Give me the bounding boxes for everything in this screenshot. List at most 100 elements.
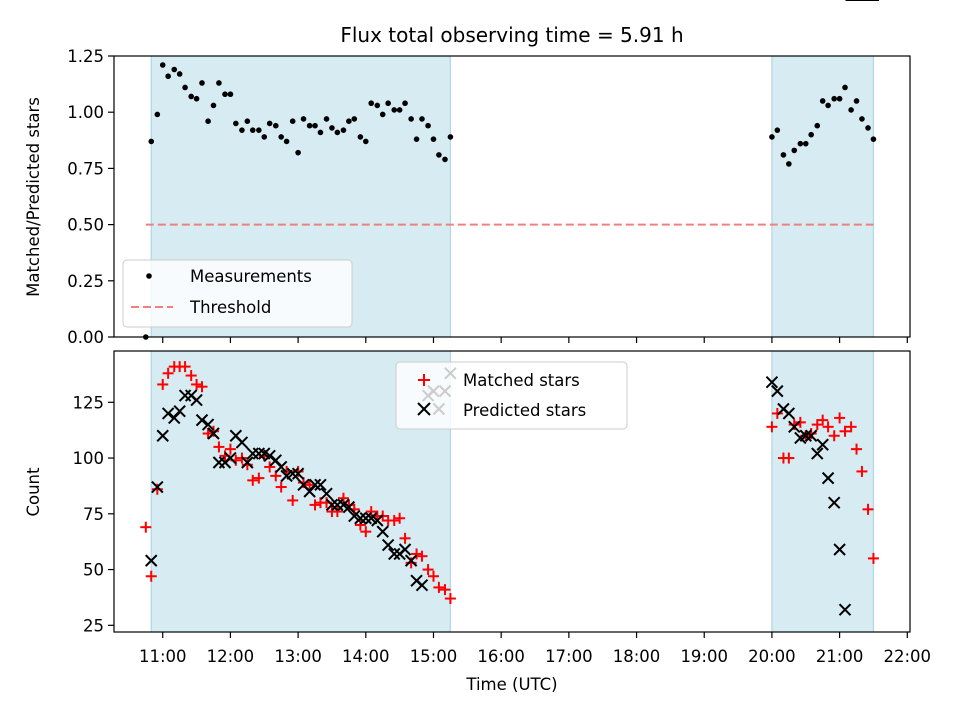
measurement-point <box>870 136 877 142</box>
predicted-point-b <box>229 429 243 442</box>
predicted-point <box>207 427 220 440</box>
measurement-point <box>419 116 425 122</box>
measurement-point <box>239 127 245 133</box>
predicted-point-b <box>263 449 276 463</box>
matched-point <box>275 481 287 493</box>
predicted-point <box>151 480 164 494</box>
matched-point <box>828 430 840 442</box>
bottom-legend: Matched stars Predicted stars <box>395 361 628 430</box>
top-legend-box <box>122 259 353 328</box>
measurement-point <box>853 98 860 104</box>
predicted-point <box>381 538 395 552</box>
predicted-point <box>325 498 339 512</box>
predicted-point <box>371 514 384 527</box>
predicted-point-b <box>297 478 310 492</box>
matched-point <box>394 512 406 524</box>
predicted-point-b <box>314 478 327 492</box>
measurement-point <box>430 136 437 142</box>
x-axis-label: Time (UTC) <box>465 675 557 694</box>
x-tick-label: 12:00 <box>207 647 255 666</box>
predicted-point-b <box>145 554 158 567</box>
predicted-point-b <box>365 512 378 525</box>
measurement-point <box>791 147 798 154</box>
predicted-point <box>415 578 429 592</box>
matched-legend-marker <box>418 374 430 386</box>
predicted-point-b <box>274 460 288 474</box>
measurement-point <box>442 156 448 163</box>
measurement-point <box>825 102 831 109</box>
bottom-axes-frame <box>113 350 911 633</box>
predicted-point <box>811 447 824 460</box>
matched-point <box>783 452 795 464</box>
predicted-point <box>788 420 801 434</box>
predicted-point-b <box>376 525 389 538</box>
x-tick-label: 14:00 <box>342 647 390 666</box>
matched-point <box>766 421 778 433</box>
predicted-point-b <box>359 512 373 525</box>
matched-point <box>309 499 321 511</box>
threshold-legend-label: Threshold <box>189 298 271 317</box>
matched-point <box>416 550 428 562</box>
measurement-point <box>808 131 814 138</box>
measurement-point <box>357 134 364 140</box>
predicted-legend-label: Predicted stars <box>463 401 586 420</box>
predicted-point-b <box>771 384 784 398</box>
measurement-point <box>227 91 234 98</box>
measurement-point <box>256 127 262 133</box>
measurement-point <box>205 118 211 124</box>
measurement-point <box>266 120 273 127</box>
measurement-point <box>802 140 809 147</box>
measurement-point <box>323 116 330 122</box>
measurement-point <box>306 122 313 129</box>
predicted-point-b <box>235 436 249 449</box>
matched-point <box>354 519 366 531</box>
bottom-legend-box <box>395 361 628 430</box>
predicted-point <box>376 525 389 538</box>
matched-point <box>331 506 343 518</box>
predicted-point-b <box>201 418 215 431</box>
measurement-point <box>848 107 854 113</box>
matched-point <box>867 552 879 564</box>
matched-point <box>433 581 445 593</box>
x-tick-label: 15:00 <box>410 647 458 666</box>
predicted-point-b <box>337 498 350 512</box>
predicted-point-b <box>821 471 835 485</box>
matched-point <box>439 584 451 596</box>
matched-point <box>213 441 225 453</box>
predicted-point-b <box>799 429 812 442</box>
predicted-point <box>816 438 829 451</box>
matched-point <box>241 459 253 471</box>
y-tick-label: 1.25 <box>67 47 104 66</box>
matched-point <box>247 474 259 486</box>
predicted-point-b <box>156 429 169 442</box>
x-tick-label: 19:00 <box>680 647 728 666</box>
predicted-point <box>252 447 266 460</box>
matched-point <box>224 443 236 455</box>
matched-point <box>422 564 434 576</box>
measurement-point <box>379 111 386 118</box>
predicted-point-b <box>291 467 305 480</box>
predicted-point-b <box>325 498 339 512</box>
measurement-point <box>859 116 865 122</box>
matched-point <box>788 419 800 431</box>
measurement-point <box>329 125 335 131</box>
matched-point <box>140 521 152 533</box>
predicted-point-b <box>224 451 237 465</box>
measurement-point <box>447 134 454 140</box>
predicted-legend-marker <box>417 402 431 416</box>
predicted-point <box>838 603 852 616</box>
predicted-point <box>404 554 418 567</box>
measurement-point <box>819 98 826 104</box>
measurement-point <box>786 161 792 167</box>
measurement-point <box>182 84 188 91</box>
measurement-point <box>165 73 171 80</box>
matched-point <box>185 370 197 382</box>
matched-point <box>834 412 846 424</box>
measurement-point <box>159 62 166 68</box>
predicted-point-b <box>398 543 412 556</box>
matched-point <box>845 421 857 433</box>
y-tick-label: 1.00 <box>67 103 104 122</box>
measurement-point <box>244 118 251 124</box>
matched-point <box>444 593 456 605</box>
